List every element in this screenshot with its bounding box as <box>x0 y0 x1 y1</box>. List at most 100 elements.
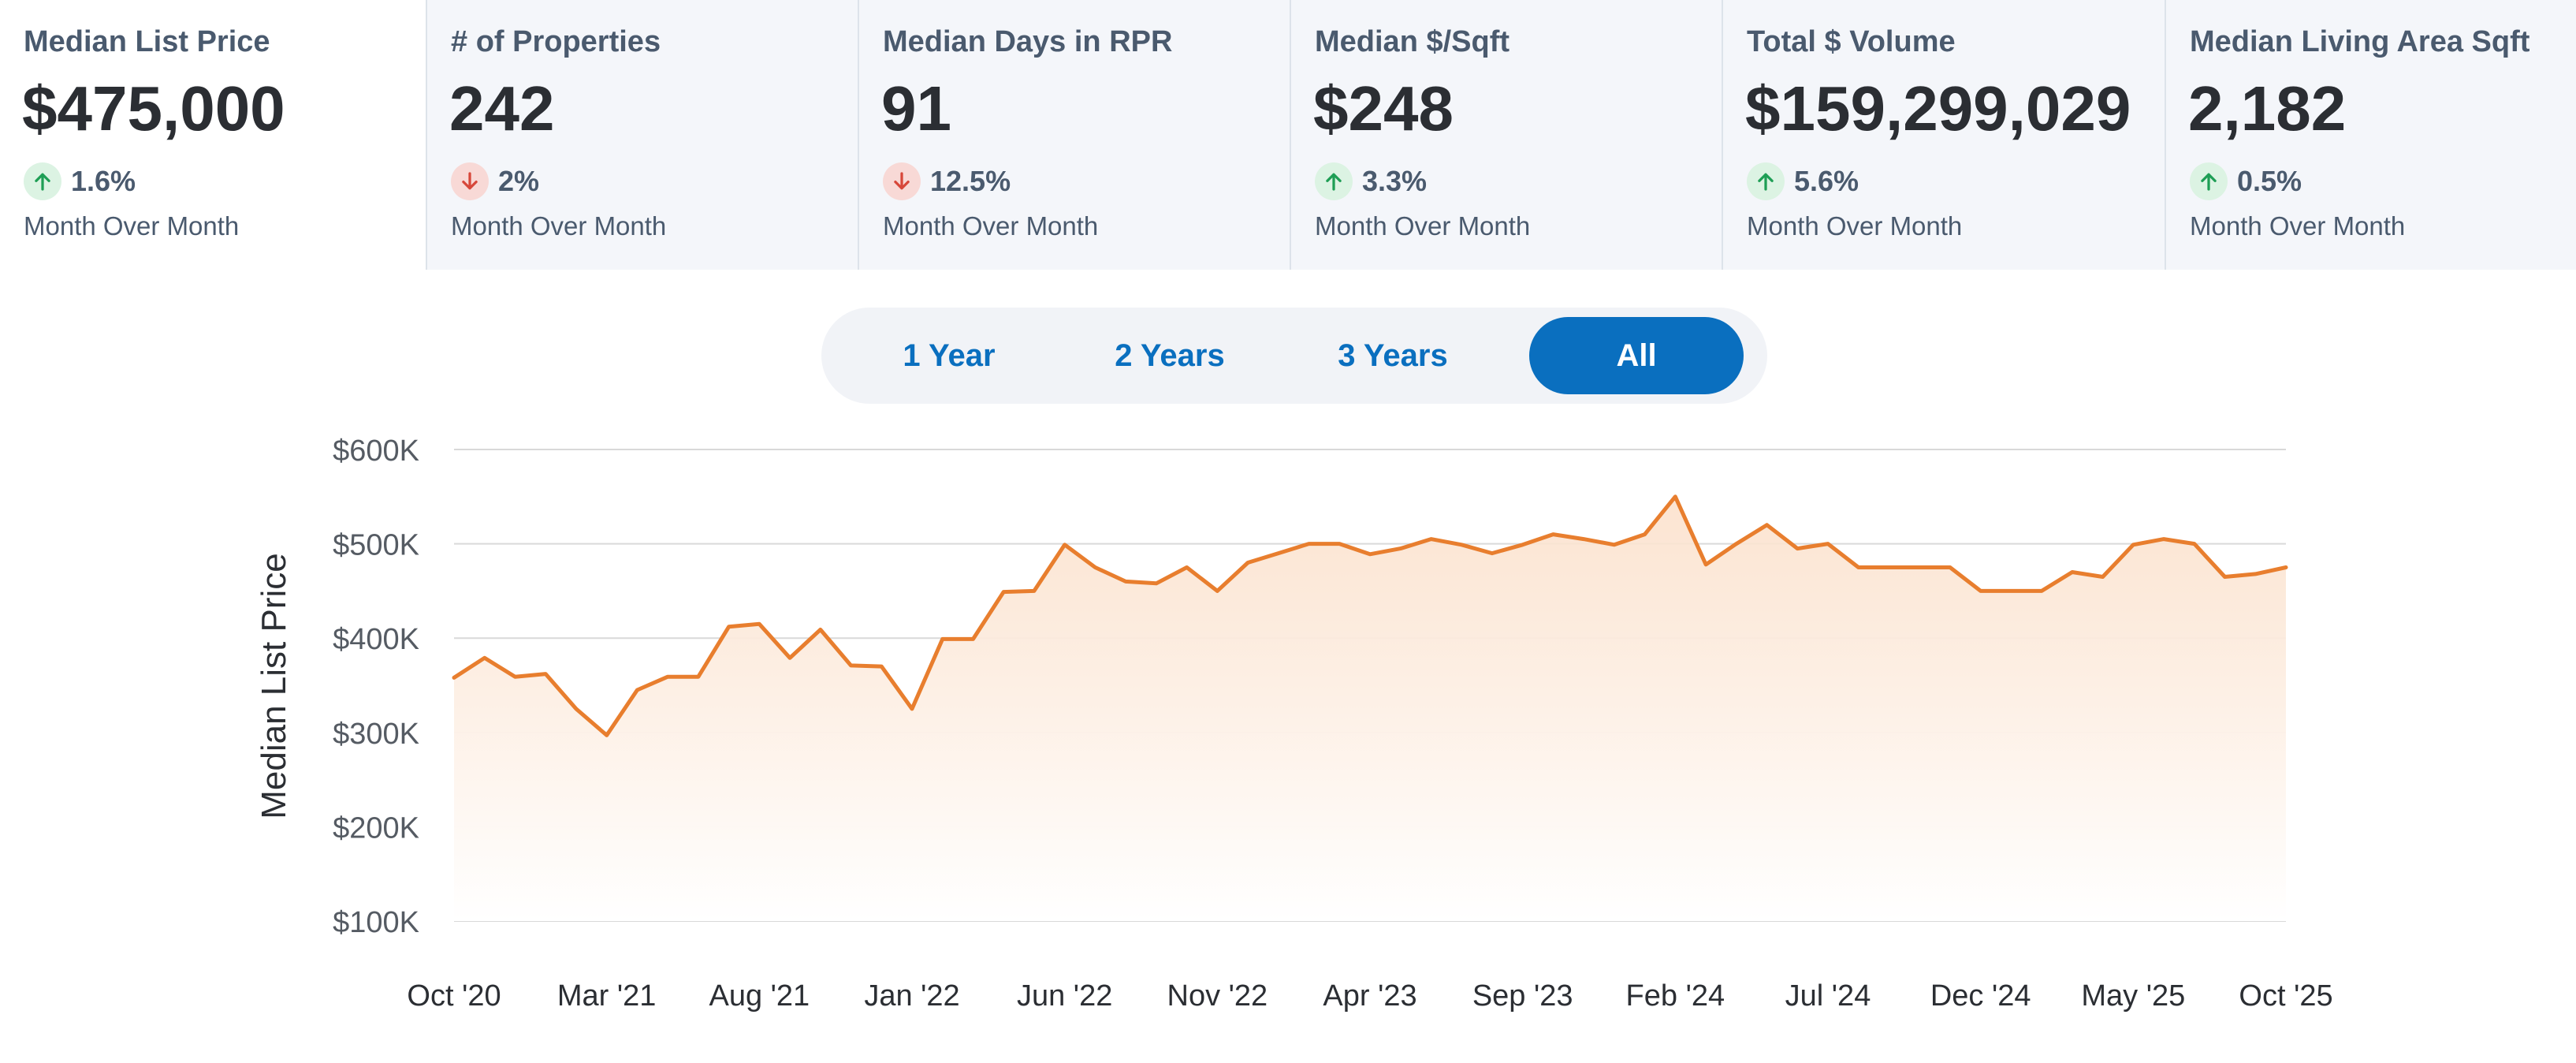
chart-series-line <box>452 494 2288 737</box>
x-tick-label: Jul '24 <box>1785 979 1871 1013</box>
x-tick-label: Nov '22 <box>1167 979 1268 1013</box>
data-point[interactable] <box>997 586 1010 599</box>
y-tick-label: $100K <box>333 906 419 939</box>
data-point[interactable] <box>1181 561 1193 574</box>
x-tick-label: Jan '22 <box>864 979 959 1013</box>
data-point[interactable] <box>1547 528 1559 541</box>
range-button-1-year[interactable]: 1 Year <box>862 317 1036 394</box>
data-point[interactable] <box>1699 558 1712 571</box>
data-point[interactable] <box>508 670 521 683</box>
range-button-2-years[interactable]: 2 Years <box>1075 317 1264 394</box>
data-point[interactable] <box>692 670 705 683</box>
data-point[interactable] <box>1150 577 1163 590</box>
data-point[interactable] <box>1272 547 1285 560</box>
stat-card-total-volume[interactable]: Total $ Volume $159,299,029 5.6% Month Over… <box>1722 0 2165 270</box>
stat-change-percent: 5.6% <box>1794 165 1859 197</box>
data-point[interactable] <box>2219 570 2232 583</box>
data-point[interactable] <box>1577 533 1590 546</box>
median-list-price-chart: $600K $500K $400K $300K $200K $100K Oct '20 Ma… <box>255 435 2333 1013</box>
data-point[interactable] <box>2035 584 2048 597</box>
data-point[interactable] <box>1333 538 1346 550</box>
data-point[interactable] <box>2249 568 2261 580</box>
data-point[interactable] <box>661 670 674 683</box>
data-point[interactable] <box>1822 538 1834 550</box>
data-point[interactable] <box>1089 561 1101 574</box>
arrow-up-icon <box>24 162 61 200</box>
stat-label: Median List Price <box>24 25 270 58</box>
data-point[interactable] <box>814 623 827 636</box>
stat-period: Month Over Month <box>1315 211 1531 241</box>
data-point[interactable] <box>1944 561 1956 574</box>
y-tick-label: $200K <box>333 811 419 845</box>
stat-value: $475,000 <box>22 73 285 144</box>
data-point[interactable] <box>1241 557 1254 569</box>
data-point[interactable] <box>845 659 858 672</box>
data-point[interactable] <box>2127 539 2139 551</box>
data-point[interactable] <box>2280 561 2292 574</box>
x-tick-label: Feb '24 <box>1626 979 1725 1013</box>
data-point[interactable] <box>1639 528 1651 541</box>
data-point[interactable] <box>1364 548 1376 561</box>
data-point[interactable] <box>1975 584 1987 597</box>
range-button-3-years[interactable]: 3 Years <box>1298 317 1487 394</box>
data-point[interactable] <box>1211 584 1223 597</box>
data-point[interactable] <box>2097 570 2109 583</box>
data-point[interactable] <box>478 651 491 664</box>
data-point[interactable] <box>1059 539 1071 551</box>
stat-label: Total $ Volume <box>1747 25 1956 58</box>
x-tick-label: Sep '23 <box>1472 979 1573 1013</box>
data-point[interactable] <box>906 703 918 715</box>
stat-label: Median Living Area Sqft <box>2190 25 2530 58</box>
data-point[interactable] <box>601 729 613 741</box>
data-point[interactable] <box>1303 538 1316 550</box>
data-point[interactable] <box>2005 584 2017 597</box>
data-point[interactable] <box>753 617 765 630</box>
data-point[interactable] <box>631 684 643 696</box>
data-point[interactable] <box>966 632 979 645</box>
data-point[interactable] <box>2066 565 2079 578</box>
stat-card-median-sqft[interactable]: Median $/Sqft $248 3.3% Month Over Month <box>1290 0 1722 270</box>
stat-card-of-properties[interactable]: # of Properties 242 2% Month Over Month <box>426 0 858 270</box>
stat-card-median-days-in-rpr[interactable]: Median Days in RPR 91 12.5% Month Over Mont… <box>858 0 1290 270</box>
data-point[interactable] <box>448 671 460 684</box>
arrow-up-icon <box>2190 162 2228 200</box>
stats-bar: Median List Price $475,000 1.6% Month Over … <box>0 0 2576 270</box>
data-point[interactable] <box>539 668 552 681</box>
y-tick-label: $300K <box>333 718 419 751</box>
data-point[interactable] <box>1791 543 1804 555</box>
data-point[interactable] <box>1486 547 1498 560</box>
data-point[interactable] <box>1119 575 1132 587</box>
stat-value: $159,299,029 <box>1745 73 2131 144</box>
data-point[interactable] <box>1028 584 1040 597</box>
data-point[interactable] <box>1455 539 1468 551</box>
data-point[interactable] <box>1761 519 1774 532</box>
stat-change: 12.5% <box>883 162 1011 200</box>
data-point[interactable] <box>2157 533 2170 546</box>
x-tick-label: Oct '25 <box>2239 979 2332 1013</box>
stat-card-median-list-price[interactable]: Median List Price $475,000 1.6% Month Over … <box>0 0 426 270</box>
data-point[interactable] <box>1852 561 1865 574</box>
stat-change: 3.3% <box>1315 162 1427 200</box>
data-point[interactable] <box>1608 539 1621 551</box>
data-point[interactable] <box>1913 561 1926 574</box>
stat-change-percent: 1.6% <box>71 165 136 197</box>
data-point[interactable] <box>1394 543 1407 555</box>
range-toggle: 1 Year 2 Years 3 Years All <box>821 308 1767 404</box>
x-tick-label: Oct '20 <box>407 979 501 1013</box>
data-point[interactable] <box>1882 561 1895 574</box>
stat-value: 242 <box>449 73 555 144</box>
data-point[interactable] <box>784 651 796 664</box>
data-point[interactable] <box>1669 490 1681 503</box>
data-point[interactable] <box>570 703 583 715</box>
data-point[interactable] <box>1517 539 1529 551</box>
data-point[interactable] <box>1730 538 1743 550</box>
data-point[interactable] <box>875 660 888 673</box>
stat-value: 2,182 <box>2188 73 2347 144</box>
stat-card-median-living-area-sqft[interactable]: Median Living Area Sqft 2,182 0.5% Month Ov… <box>2165 0 2576 270</box>
data-point[interactable] <box>936 632 949 645</box>
stat-change-percent: 12.5% <box>930 165 1011 197</box>
data-point[interactable] <box>2188 538 2201 550</box>
data-point[interactable] <box>723 621 735 633</box>
range-button-all[interactable]: All <box>1529 317 1744 394</box>
data-point[interactable] <box>1424 533 1437 546</box>
